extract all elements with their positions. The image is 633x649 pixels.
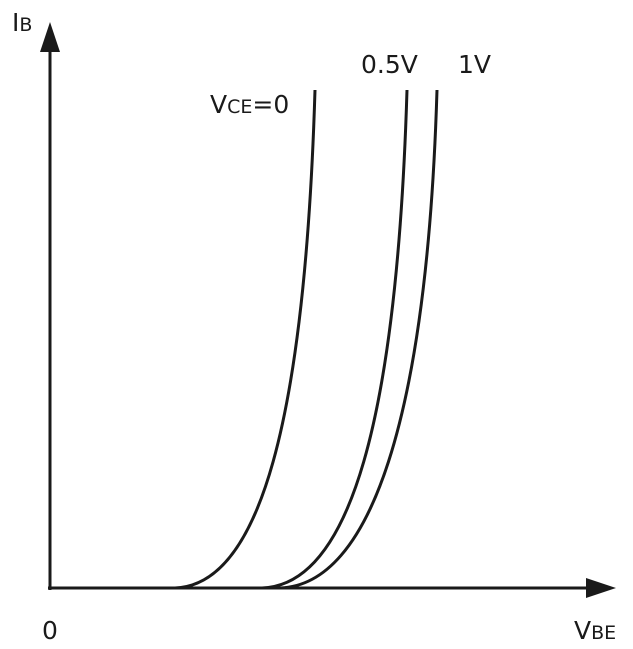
y-axis-arrow: [40, 22, 60, 52]
curve-vce-1v: [279, 89, 439, 590]
curve-label-vce-0: VCE=0: [210, 90, 290, 119]
curve-vce-0: [174, 89, 317, 590]
curve-label-1v: 1V: [458, 50, 492, 79]
x-axis-label: VBE: [574, 616, 617, 645]
curve-vce-0.5v: [261, 89, 409, 590]
origin-label: 0: [42, 616, 58, 645]
x-axis-arrow: [586, 578, 616, 598]
curve-label-0.5v: 0.5V: [361, 50, 418, 79]
y-axis-label: IB: [12, 8, 33, 37]
